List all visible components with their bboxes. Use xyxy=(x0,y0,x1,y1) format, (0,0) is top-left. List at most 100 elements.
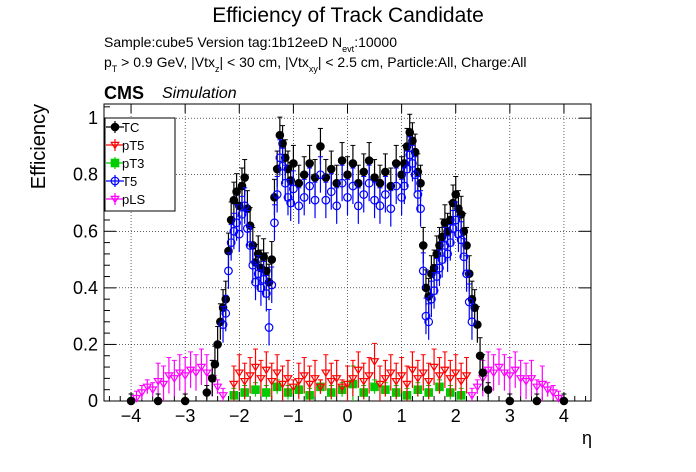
data-point xyxy=(294,178,304,188)
data-point xyxy=(201,369,212,378)
series-t5 xyxy=(218,136,477,346)
x-axis-title: η xyxy=(582,428,592,448)
x-tick-label: 1 xyxy=(397,406,407,426)
data-point xyxy=(304,380,315,389)
data-point xyxy=(475,351,485,361)
data-point xyxy=(245,241,255,250)
data-point xyxy=(548,389,559,398)
data-point xyxy=(456,235,466,245)
cms-label: CMS xyxy=(104,83,144,103)
y-tick-label: 0 xyxy=(88,391,98,411)
data-point xyxy=(232,187,241,196)
data-point xyxy=(559,396,569,406)
legend-item-pt3: pT3 xyxy=(106,156,144,171)
data-point xyxy=(332,201,342,211)
data-point xyxy=(212,383,223,392)
y-tick-label: 0.4 xyxy=(73,278,98,298)
data-point xyxy=(472,383,483,392)
legend-label: T5 xyxy=(122,174,137,189)
data-point xyxy=(526,375,537,383)
data-point xyxy=(224,266,233,276)
data-point xyxy=(451,215,461,225)
data-point xyxy=(299,170,309,180)
data-point xyxy=(462,241,471,250)
data-point xyxy=(251,277,260,287)
data-point xyxy=(467,392,477,400)
simulation-label: Simulation xyxy=(162,85,237,102)
data-point xyxy=(532,383,542,392)
legend-item-t5: T5 xyxy=(106,174,137,189)
data-point xyxy=(221,308,231,318)
data-point xyxy=(353,201,363,211)
data-point xyxy=(467,317,477,327)
data-point xyxy=(464,297,474,307)
data-point xyxy=(510,366,521,375)
data-point xyxy=(248,260,258,270)
data-point xyxy=(305,181,315,191)
data-point xyxy=(412,375,423,383)
data-point xyxy=(253,269,263,279)
data-point xyxy=(397,192,407,202)
data-point xyxy=(169,375,180,383)
data-point xyxy=(293,377,304,386)
data-point xyxy=(370,195,379,205)
data-point xyxy=(110,195,120,204)
data-point xyxy=(210,359,220,369)
x-tick-label: −1 xyxy=(283,406,304,426)
data-point xyxy=(305,159,314,168)
data-point xyxy=(418,369,429,378)
data-point xyxy=(397,170,406,180)
data-point xyxy=(364,372,375,381)
data-point xyxy=(504,372,515,381)
data-point xyxy=(180,372,191,381)
data-point xyxy=(337,156,347,165)
data-point xyxy=(483,385,493,394)
data-point xyxy=(262,388,271,397)
data-point xyxy=(353,366,364,375)
data-point xyxy=(283,192,293,202)
data-point xyxy=(405,127,415,137)
data-point xyxy=(207,374,217,383)
data-point xyxy=(405,150,415,160)
data-point xyxy=(288,383,299,392)
data-point xyxy=(443,249,453,259)
data-point xyxy=(234,369,245,378)
legend-item-pls: pLS xyxy=(106,192,145,207)
data-point xyxy=(232,218,241,228)
x-tick-label: 3 xyxy=(505,406,515,426)
data-point xyxy=(256,283,266,293)
x-tick-label: 4 xyxy=(559,406,569,426)
data-point xyxy=(234,229,244,239)
data-point xyxy=(432,249,442,259)
data-point xyxy=(326,187,336,197)
legend-item-pt5: pT5 xyxy=(106,138,144,153)
data-point xyxy=(459,252,469,262)
data-point xyxy=(488,369,499,378)
data-point xyxy=(213,340,222,349)
legend-label: pT5 xyxy=(122,138,144,153)
data-point xyxy=(424,317,434,327)
data-point xyxy=(264,323,274,332)
y-tick-label: 1 xyxy=(88,108,98,128)
data-point xyxy=(326,164,336,174)
data-point xyxy=(251,385,260,394)
data-point xyxy=(369,358,380,366)
data-point xyxy=(310,195,320,205)
data-point xyxy=(158,380,169,389)
data-point xyxy=(240,173,249,182)
data-point xyxy=(280,178,290,188)
data-point xyxy=(454,229,463,239)
data-point xyxy=(229,195,239,205)
data-point xyxy=(136,389,147,398)
data-point xyxy=(413,190,423,199)
data-point xyxy=(402,164,412,174)
data-point xyxy=(437,232,447,242)
x-tick-label: 0 xyxy=(342,406,352,426)
data-point xyxy=(418,241,428,250)
data-point xyxy=(261,366,272,375)
data-point xyxy=(110,158,120,168)
data-point xyxy=(278,139,287,148)
data-point xyxy=(343,170,352,180)
data-point xyxy=(267,255,277,264)
data-point xyxy=(272,190,282,199)
